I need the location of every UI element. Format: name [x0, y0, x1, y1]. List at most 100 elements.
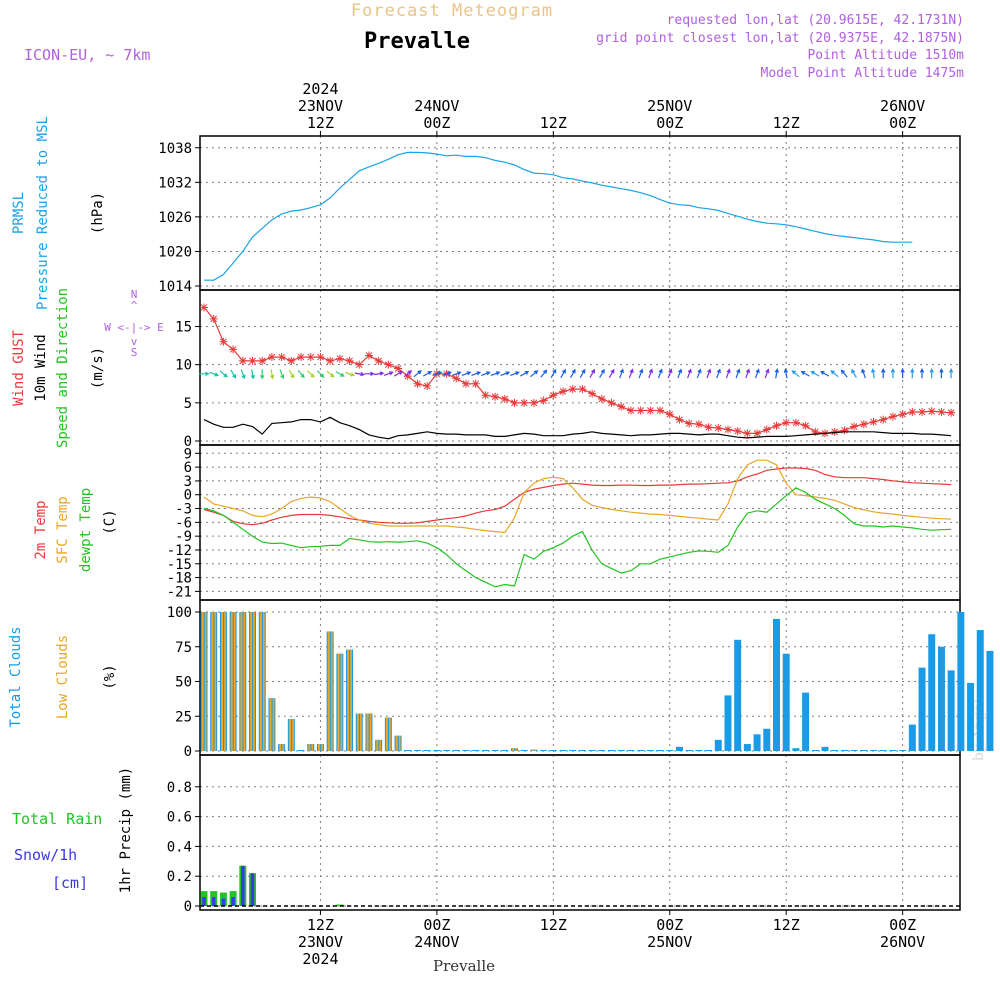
low-clouds-bar: [531, 749, 534, 751]
total-clouds-bar: [375, 739, 383, 751]
total-clouds-bar: [433, 750, 441, 751]
wind-direction-arrow: [764, 368, 770, 379]
snow-bar: [202, 897, 206, 906]
total-clouds-bar: [976, 630, 984, 751]
gust-marker: [267, 353, 276, 362]
time-label-top: 00Z: [656, 114, 683, 132]
total-clouds-bar: [957, 612, 965, 751]
low-clouds-bar: [369, 713, 372, 751]
wind-dir-label: Speed and Direction: [55, 288, 71, 448]
gust-marker: [704, 423, 713, 432]
wind-direction-arrow: [480, 371, 491, 376]
wind-direction-arrow: [297, 370, 305, 379]
total-clouds-bar: [355, 713, 363, 751]
time-label-bottom: 12Z: [540, 916, 567, 934]
wind-direction-arrow: [550, 368, 557, 378]
time-label-bottom: 24NOV: [414, 933, 459, 951]
wind-direction-arrow: [706, 368, 712, 379]
low-clouds-bar: [240, 612, 243, 751]
low-clouds-bar: [356, 713, 359, 751]
wind-direction-arrow: [569, 368, 576, 378]
gust-marker: [782, 418, 791, 427]
y-tick-label: 75: [175, 640, 192, 656]
y-tick-label: 0: [184, 488, 192, 504]
total-clouds-bar: [462, 750, 470, 751]
total-clouds-bar: [229, 612, 237, 751]
total-clouds-bar: [239, 612, 247, 751]
wind-direction-arrow: [279, 369, 285, 380]
wind-direction-arrow: [754, 368, 760, 379]
low-clouds-bar: [259, 612, 262, 751]
wind-direction-arrow: [335, 371, 345, 377]
total-clouds-bar: [870, 750, 878, 751]
wind-direction-arrow: [383, 371, 394, 376]
total-clouds-bar: [365, 713, 373, 751]
gust-marker: [840, 426, 849, 435]
y-tick-label: 0: [184, 899, 192, 915]
time-label-top: 12Z: [540, 114, 567, 132]
gust-marker: [646, 406, 655, 415]
wind-direction-arrow: [432, 371, 443, 376]
total-clouds-bar: [559, 750, 567, 751]
wind-direction-arrow: [199, 371, 210, 377]
low-clouds-bar: [376, 739, 379, 751]
gust-marker: [384, 360, 393, 369]
low-clouds-bar: [515, 748, 517, 751]
y-tick-label: -9: [175, 529, 192, 545]
wind-direction-arrow: [638, 368, 644, 379]
gust-marker: [723, 425, 732, 434]
gust-marker: [500, 395, 509, 404]
wind-unit: (m/s): [90, 347, 106, 389]
total-clouds-bar: [666, 750, 674, 751]
wind-direction-arrow: [579, 368, 586, 378]
time-label-bottom: 00Z: [889, 916, 916, 934]
low-clouds-bar: [311, 744, 314, 751]
gust-marker: [850, 422, 859, 431]
gust-marker: [238, 356, 247, 365]
total-clouds-bar: [501, 750, 509, 751]
total-clouds-bar: [608, 750, 616, 751]
total-clouds-bar: [947, 670, 955, 751]
low-clouds-bar: [395, 735, 398, 751]
chart-subtitle: Forecast Meteogram: [351, 1, 553, 21]
low-clouds-bar: [204, 612, 207, 751]
point-altitude: Point Altitude 1510m: [807, 48, 964, 63]
y-tick-label: 5: [184, 396, 192, 412]
gust-marker: [685, 419, 694, 428]
wind-direction-arrow: [250, 369, 255, 380]
snow-bar: [241, 865, 245, 906]
total-clouds-bar: [928, 634, 936, 751]
gust-marker: [733, 427, 742, 436]
wind-direction-arrow: [810, 370, 820, 377]
wind-direction-arrow: [423, 370, 433, 377]
sfc-temp-label: SFC Temp: [55, 496, 71, 563]
low-clouds-bar: [253, 612, 255, 751]
gust-marker: [908, 408, 917, 416]
gust-marker: [423, 382, 432, 391]
total-clouds-bar: [753, 734, 761, 751]
wind-direction-arrow: [510, 371, 520, 376]
wind-direction-arrow: [929, 368, 934, 379]
gust-marker: [607, 398, 616, 407]
total-clouds-bar: [792, 748, 800, 751]
total-clouds-bar: [802, 692, 810, 751]
low-clouds-bar: [330, 631, 333, 751]
gust-marker: [675, 415, 684, 424]
total-clouds-label: Total Clouds: [8, 626, 24, 727]
wind-direction-arrow: [667, 368, 673, 379]
total-clouds-bar: [413, 750, 421, 751]
total-clouds-bar: [656, 750, 664, 751]
total-clouds-bar: [860, 750, 868, 751]
wind-direction-arrow: [890, 368, 896, 379]
wind-direction-arrow: [900, 368, 905, 379]
gust-marker: [481, 391, 490, 400]
y-tick-label: 0: [184, 744, 192, 760]
low-clouds-bar: [272, 698, 275, 751]
time-label-top: 00Z: [889, 114, 916, 132]
low-clouds-bar: [534, 749, 537, 751]
time-label-top: 24NOV: [414, 97, 459, 115]
dewpt-label: dewpt Temp: [78, 488, 94, 572]
y-tick-label: 9: [184, 446, 192, 462]
wind-direction-arrow: [861, 368, 866, 379]
